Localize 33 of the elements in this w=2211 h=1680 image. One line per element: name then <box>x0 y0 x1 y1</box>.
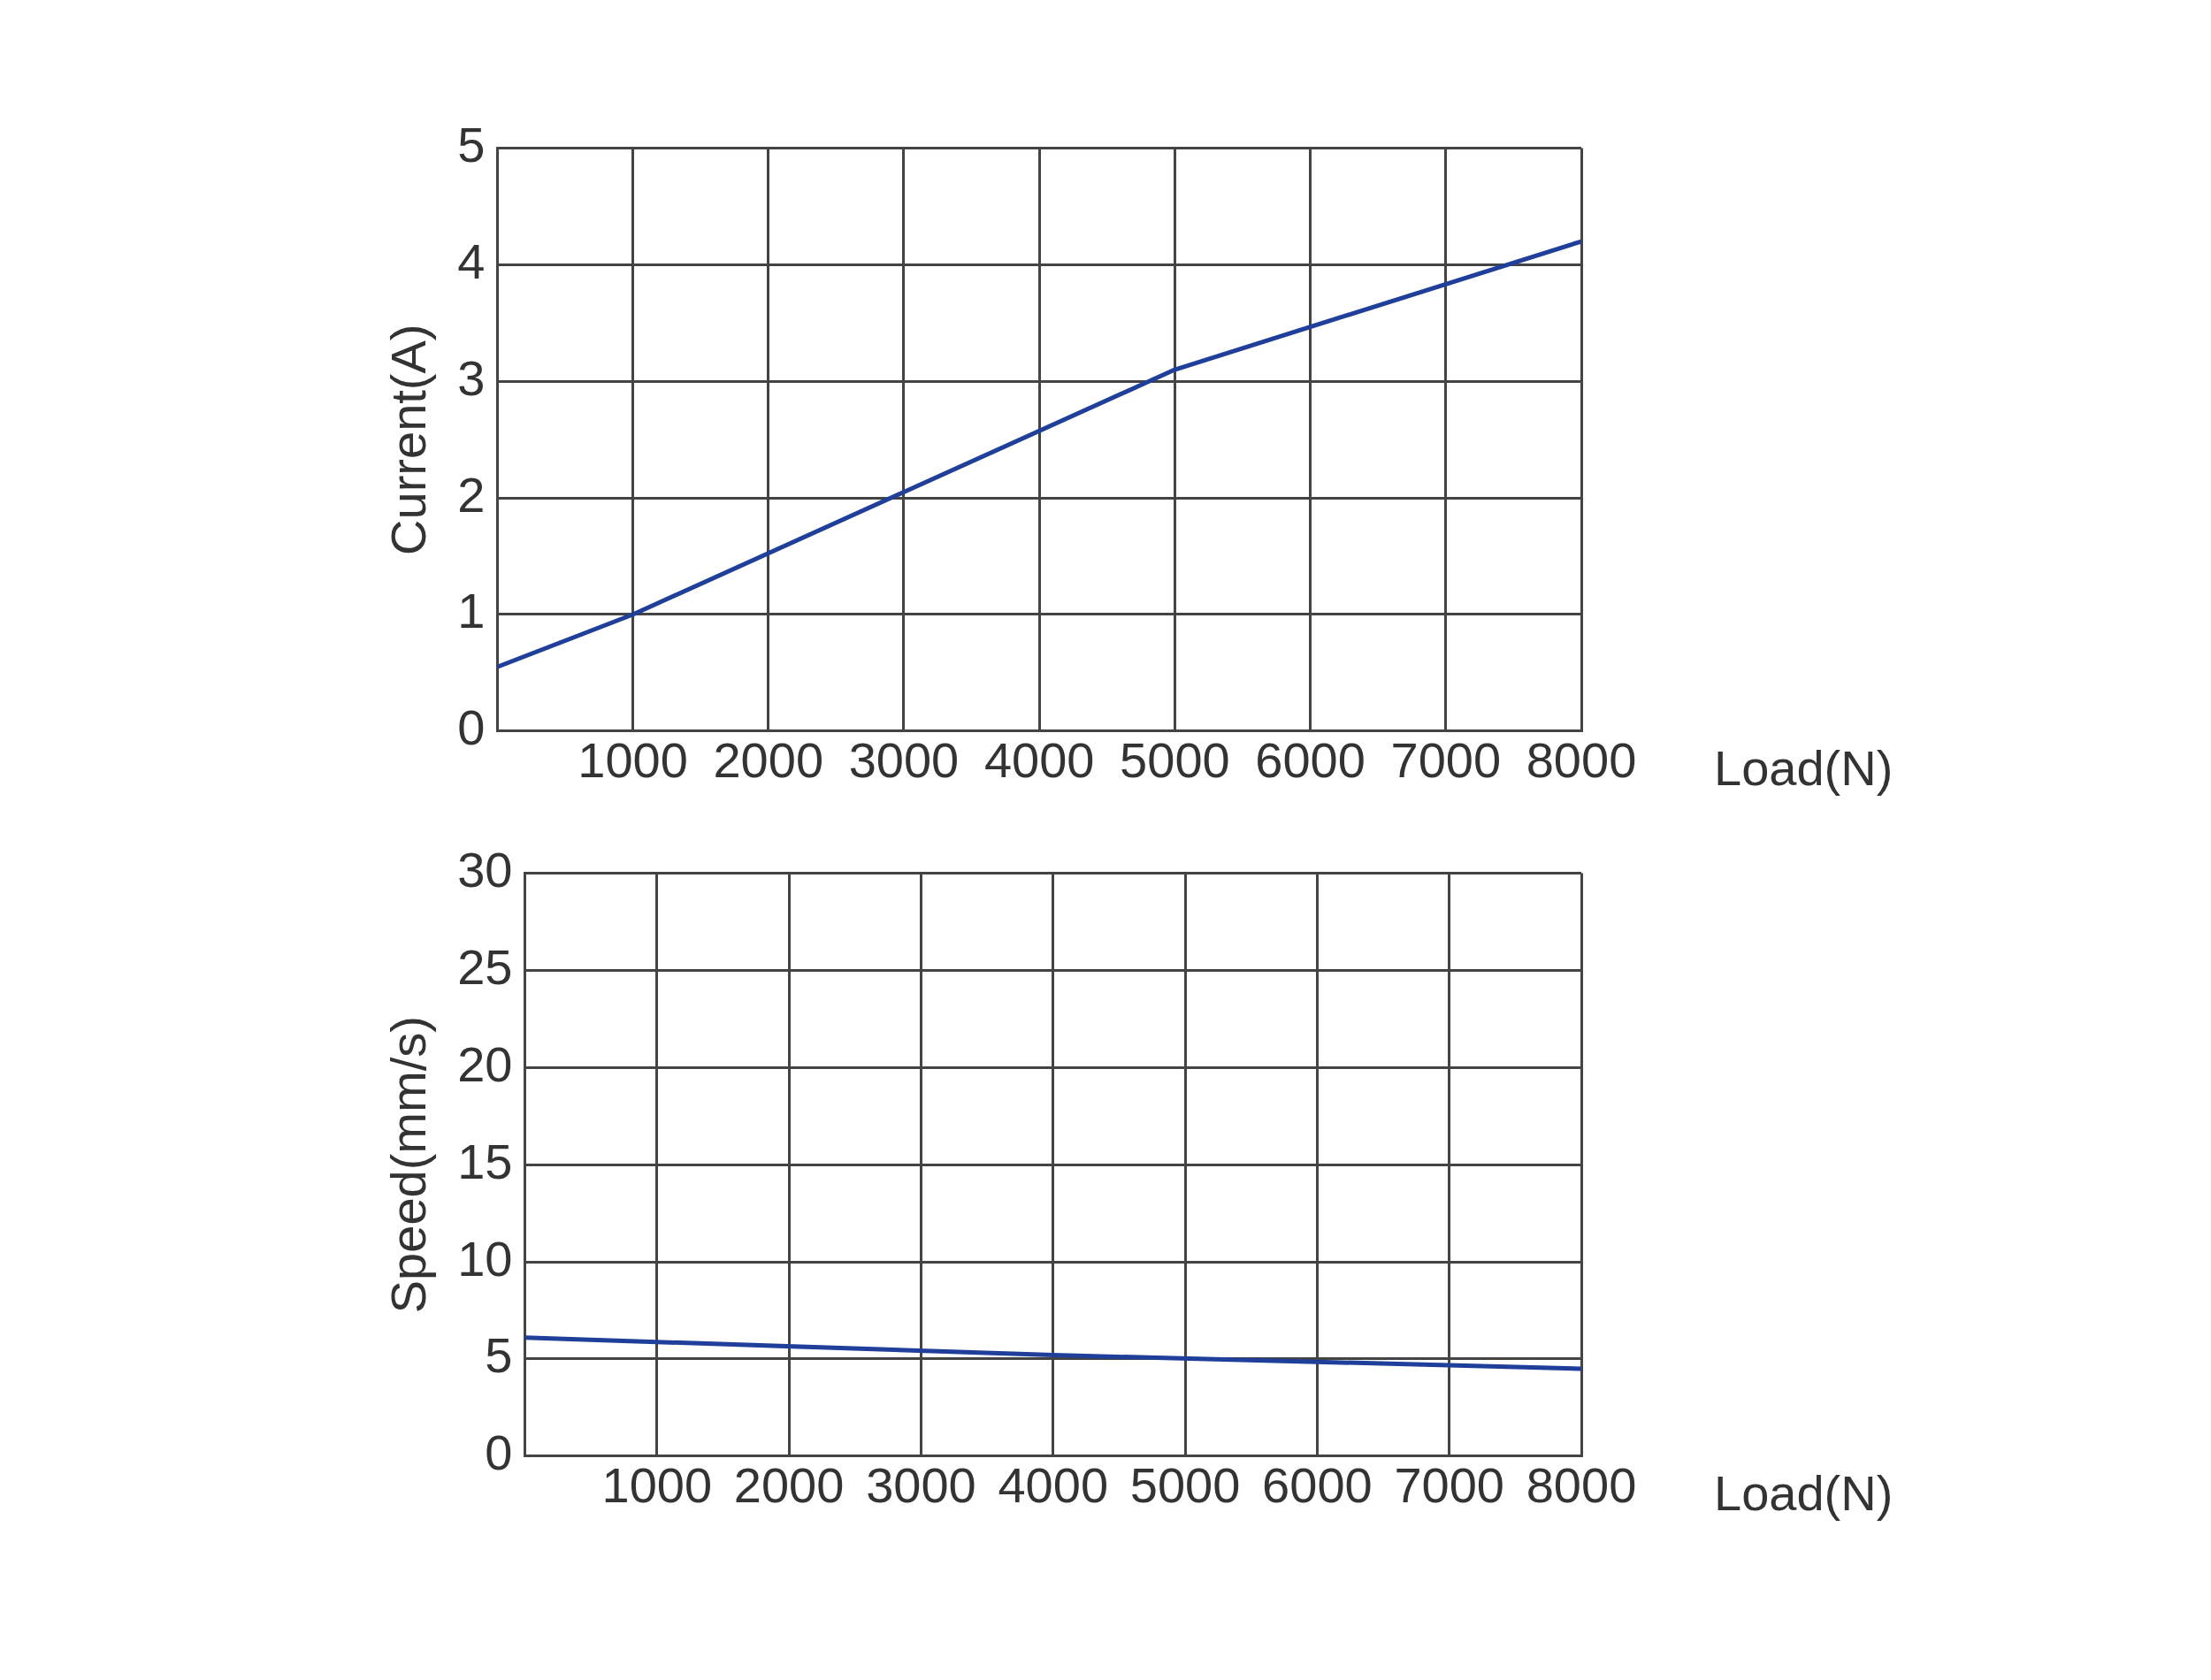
x-tick-label: 6000 <box>1255 731 1366 788</box>
y-tick-label: 5 <box>457 117 486 173</box>
x-tick-label: 6000 <box>1262 1456 1373 1513</box>
x-tick-label: 5000 <box>1129 1456 1241 1513</box>
x-tick-label: 7000 <box>1394 1456 1504 1513</box>
x-tick-label: 1000 <box>601 1456 713 1513</box>
x-tick-label: 3000 <box>866 1456 976 1513</box>
y-tick-label: 5 <box>485 1327 513 1384</box>
x-tick-label: 3000 <box>848 731 960 788</box>
y-tick-label: 4 <box>457 233 486 289</box>
y-tick-label: 0 <box>457 699 486 756</box>
x-tick-label: 7000 <box>1390 731 1502 788</box>
y-tick-label: 25 <box>457 938 513 995</box>
x-tick-label: 2000 <box>733 1456 845 1513</box>
y-tick-label: 30 <box>457 842 513 898</box>
y-tick-label: 2 <box>457 466 486 523</box>
y-tick-label: 10 <box>457 1230 513 1287</box>
y-tick-label: 20 <box>457 1035 513 1092</box>
x-tick-label: 2000 <box>713 731 824 788</box>
y-tick-label: 15 <box>457 1133 513 1189</box>
y-axis-title: Speed(mm/s) <box>380 1016 437 1314</box>
x-tick-label: 8000 <box>1526 1456 1637 1513</box>
y-axis-title: Current(A) <box>380 324 437 555</box>
x-tick-label: 1000 <box>578 731 688 788</box>
y-tick-label: 3 <box>457 349 486 406</box>
x-tick-label: 4000 <box>983 731 1095 788</box>
x-tick-label: 8000 <box>1526 731 1637 788</box>
y-tick-label: 1 <box>457 583 486 639</box>
x-tick-label: 4000 <box>998 1456 1109 1513</box>
y-tick-label: 0 <box>485 1424 513 1481</box>
x-axis-title: Load(N) <box>1714 740 1894 797</box>
x-tick-label: 5000 <box>1120 731 1230 788</box>
x-axis-title: Load(N) <box>1714 1465 1894 1522</box>
